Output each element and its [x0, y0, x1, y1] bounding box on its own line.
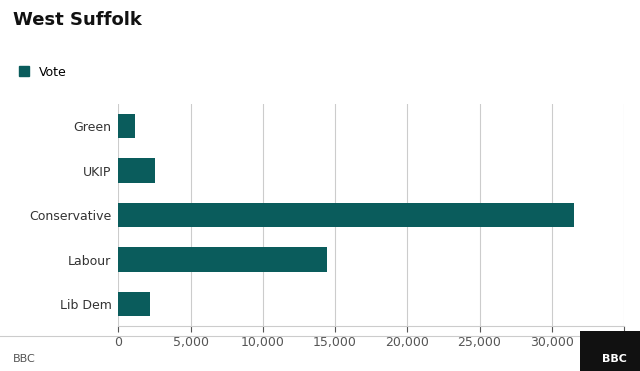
Legend: Vote: Vote: [19, 66, 67, 79]
Text: West Suffolk: West Suffolk: [13, 11, 141, 29]
Bar: [118, 247, 328, 272]
Bar: [118, 158, 155, 183]
Bar: [118, 203, 573, 227]
Bar: [118, 292, 150, 316]
Text: BBC: BBC: [602, 354, 627, 364]
Bar: [118, 114, 136, 138]
Text: BBC: BBC: [13, 354, 36, 364]
